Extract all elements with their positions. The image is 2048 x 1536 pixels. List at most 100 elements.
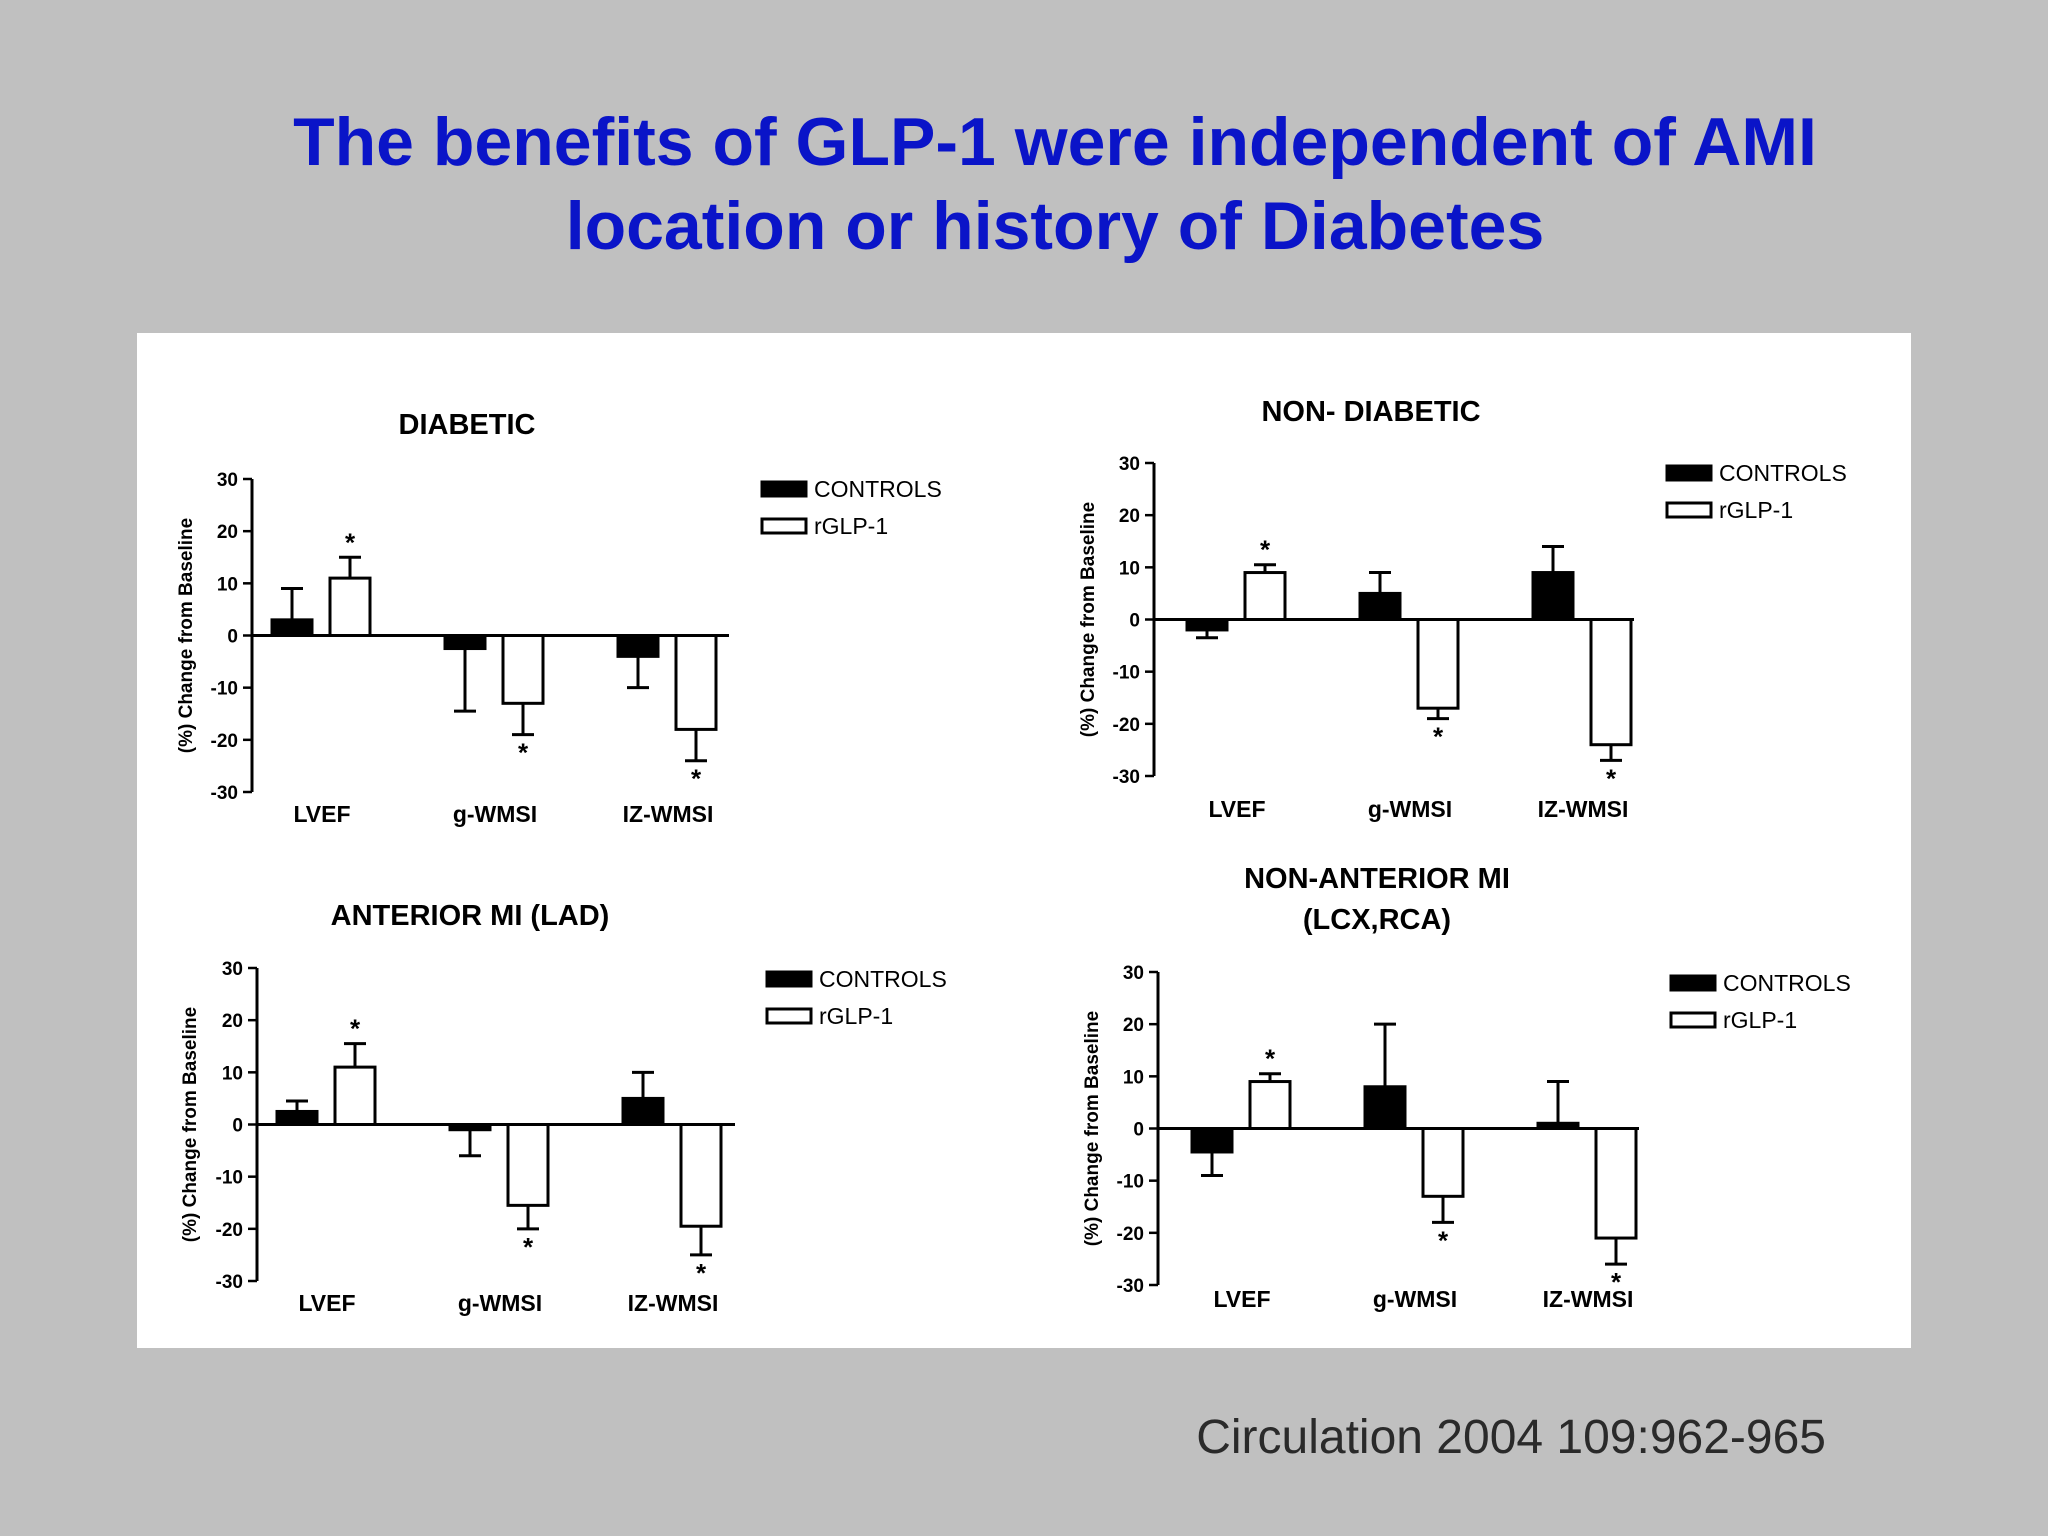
legend-swatch xyxy=(760,517,808,535)
category-label: IZ-WMSI xyxy=(1543,1286,1634,1312)
slide-title: The benefits of GLP-1 were independent o… xyxy=(0,100,2048,268)
category-label: LVEF xyxy=(298,1290,355,1316)
y-tick-label: 20 xyxy=(222,1011,243,1032)
legend-label: rGLP-1 xyxy=(819,1003,893,1029)
y-tick-label: -20 xyxy=(1117,1224,1144,1245)
significance-marker: * xyxy=(1438,1225,1449,1255)
y-tick-label: 20 xyxy=(1123,1015,1144,1036)
y-tick-label: 0 xyxy=(232,1116,243,1137)
category-label: LVEF xyxy=(1208,796,1265,822)
y-tick-label: -30 xyxy=(1117,1276,1144,1297)
significance-marker: * xyxy=(1606,763,1617,793)
chart-panel-3: ANTERIOR MI (LAD) 30 20 10 0 -10 -20 -30 (%) Cha… xyxy=(180,900,947,1316)
category-label: IZ-WMSI xyxy=(1538,796,1629,822)
chart-title: NON- DIABETIC xyxy=(1261,396,1480,428)
significance-marker: * xyxy=(1433,722,1444,752)
y-tick-label: 10 xyxy=(1123,1067,1144,1088)
bar-controls xyxy=(270,618,314,638)
bar-rglp1 xyxy=(674,634,718,731)
bar-controls xyxy=(1531,571,1575,622)
y-tick-label: -30 xyxy=(211,783,238,804)
legend-swatch xyxy=(1669,974,1717,992)
bar-controls xyxy=(1358,591,1402,621)
legend-swatch xyxy=(765,1007,813,1025)
y-tick-label: 10 xyxy=(1119,558,1140,579)
chart-panel-4: NON-ANTERIOR MI (LCX,RCA) 30 20 10 0 -10 -20 -30… xyxy=(1082,863,1851,1312)
y-axis-label: (%) Change from Baseline xyxy=(1082,1011,1103,1246)
significance-marker: * xyxy=(696,1258,707,1288)
bar-rglp1 xyxy=(1248,1080,1292,1130)
y-tick-label: -20 xyxy=(1113,715,1140,736)
chart-panel-1: DIABETIC 30 20 10 0 -10 -20 -30 (%) Change from … xyxy=(176,409,942,827)
y-tick-label: 30 xyxy=(217,470,238,491)
significance-marker: * xyxy=(345,527,356,557)
legend-swatch xyxy=(1665,464,1713,482)
category-label: LVEF xyxy=(293,801,350,827)
y-tick-label: -10 xyxy=(1117,1172,1144,1193)
bar-controls xyxy=(1185,618,1229,632)
category-label: g-WMSI xyxy=(453,801,537,827)
citation: Circulation 2004 109:962-965 xyxy=(1196,1411,1826,1464)
legend-swatch xyxy=(1665,501,1713,519)
legend-label: CONTROLS xyxy=(1719,460,1847,486)
y-tick-label: 30 xyxy=(222,959,243,980)
bar-controls xyxy=(275,1109,319,1126)
legend-swatch xyxy=(765,970,813,988)
bar-rglp1 xyxy=(1421,1127,1465,1198)
bar-rglp1 xyxy=(1589,618,1633,747)
bar-controls xyxy=(443,634,487,651)
significance-marker: * xyxy=(350,1014,361,1044)
significance-marker: * xyxy=(523,1232,534,1262)
legend-label: rGLP-1 xyxy=(814,513,888,539)
significance-marker: * xyxy=(1611,1267,1622,1297)
y-tick-label: -10 xyxy=(1113,663,1140,684)
bar-rglp1 xyxy=(679,1123,723,1228)
chart-panel-2: NON- DIABETIC 30 20 10 0 -10 -20 -30 (%) Change … xyxy=(1078,396,1847,822)
y-tick-label: 20 xyxy=(1119,506,1140,527)
category-label: g-WMSI xyxy=(1368,796,1452,822)
bar-rglp1 xyxy=(1416,618,1460,710)
legend-label: rGLP-1 xyxy=(1723,1007,1797,1033)
category-label: IZ-WMSI xyxy=(628,1290,719,1316)
category-label: g-WMSI xyxy=(1373,1286,1457,1312)
bar-controls xyxy=(1363,1085,1407,1130)
slide-title-line-1: The benefits of GLP-1 were independent o… xyxy=(293,104,1817,180)
bar-controls xyxy=(1190,1127,1234,1154)
bar-controls xyxy=(616,634,660,658)
category-label: g-WMSI xyxy=(458,1290,542,1316)
legend-label: CONTROLS xyxy=(814,476,942,502)
bar-rglp1 xyxy=(328,576,372,638)
y-tick-label: 30 xyxy=(1123,963,1144,984)
y-tick-label: -10 xyxy=(211,679,238,700)
chart-title: NON-ANTERIOR MI xyxy=(1244,863,1510,895)
significance-marker: * xyxy=(691,764,702,794)
legend-label: rGLP-1 xyxy=(1719,497,1793,523)
significance-marker: * xyxy=(1260,535,1271,565)
bar-rglp1 xyxy=(333,1065,377,1126)
bar-controls xyxy=(621,1096,665,1127)
significance-marker: * xyxy=(518,738,529,768)
legend-label: CONTROLS xyxy=(1723,970,1851,996)
y-tick-label: 20 xyxy=(217,522,238,543)
bar-rglp1 xyxy=(506,1123,550,1207)
legend-label: CONTROLS xyxy=(819,966,947,992)
bar-rglp1 xyxy=(1594,1127,1638,1240)
y-tick-label: 10 xyxy=(222,1063,243,1084)
significance-marker: * xyxy=(1265,1044,1276,1074)
category-label: LVEF xyxy=(1213,1286,1270,1312)
y-axis-label: (%) Change from Baseline xyxy=(176,518,197,753)
slide-title-line-2: location or history of Diabetes xyxy=(565,188,1545,264)
bar-rglp1 xyxy=(1243,571,1287,622)
bar-rglp1 xyxy=(501,634,545,705)
y-tick-label: -30 xyxy=(216,1272,243,1293)
chart-subtitle: (LCX,RCA) xyxy=(1303,904,1451,936)
charts-figure: DIABETIC 30 20 10 0 -10 -20 -30 (%) Change from … xyxy=(176,396,1851,1316)
y-tick-label: 0 xyxy=(1133,1120,1144,1141)
y-tick-label: -20 xyxy=(211,731,238,752)
y-tick-label: 30 xyxy=(1119,454,1140,475)
y-tick-label: -30 xyxy=(1113,767,1140,788)
category-label: IZ-WMSI xyxy=(623,801,714,827)
y-tick-label: 0 xyxy=(1129,611,1140,632)
chart-title: ANTERIOR MI (LAD) xyxy=(331,900,610,932)
figure-panel: DIABETIC 30 20 10 0 -10 -20 -30 (%) Change from … xyxy=(137,333,1911,1348)
